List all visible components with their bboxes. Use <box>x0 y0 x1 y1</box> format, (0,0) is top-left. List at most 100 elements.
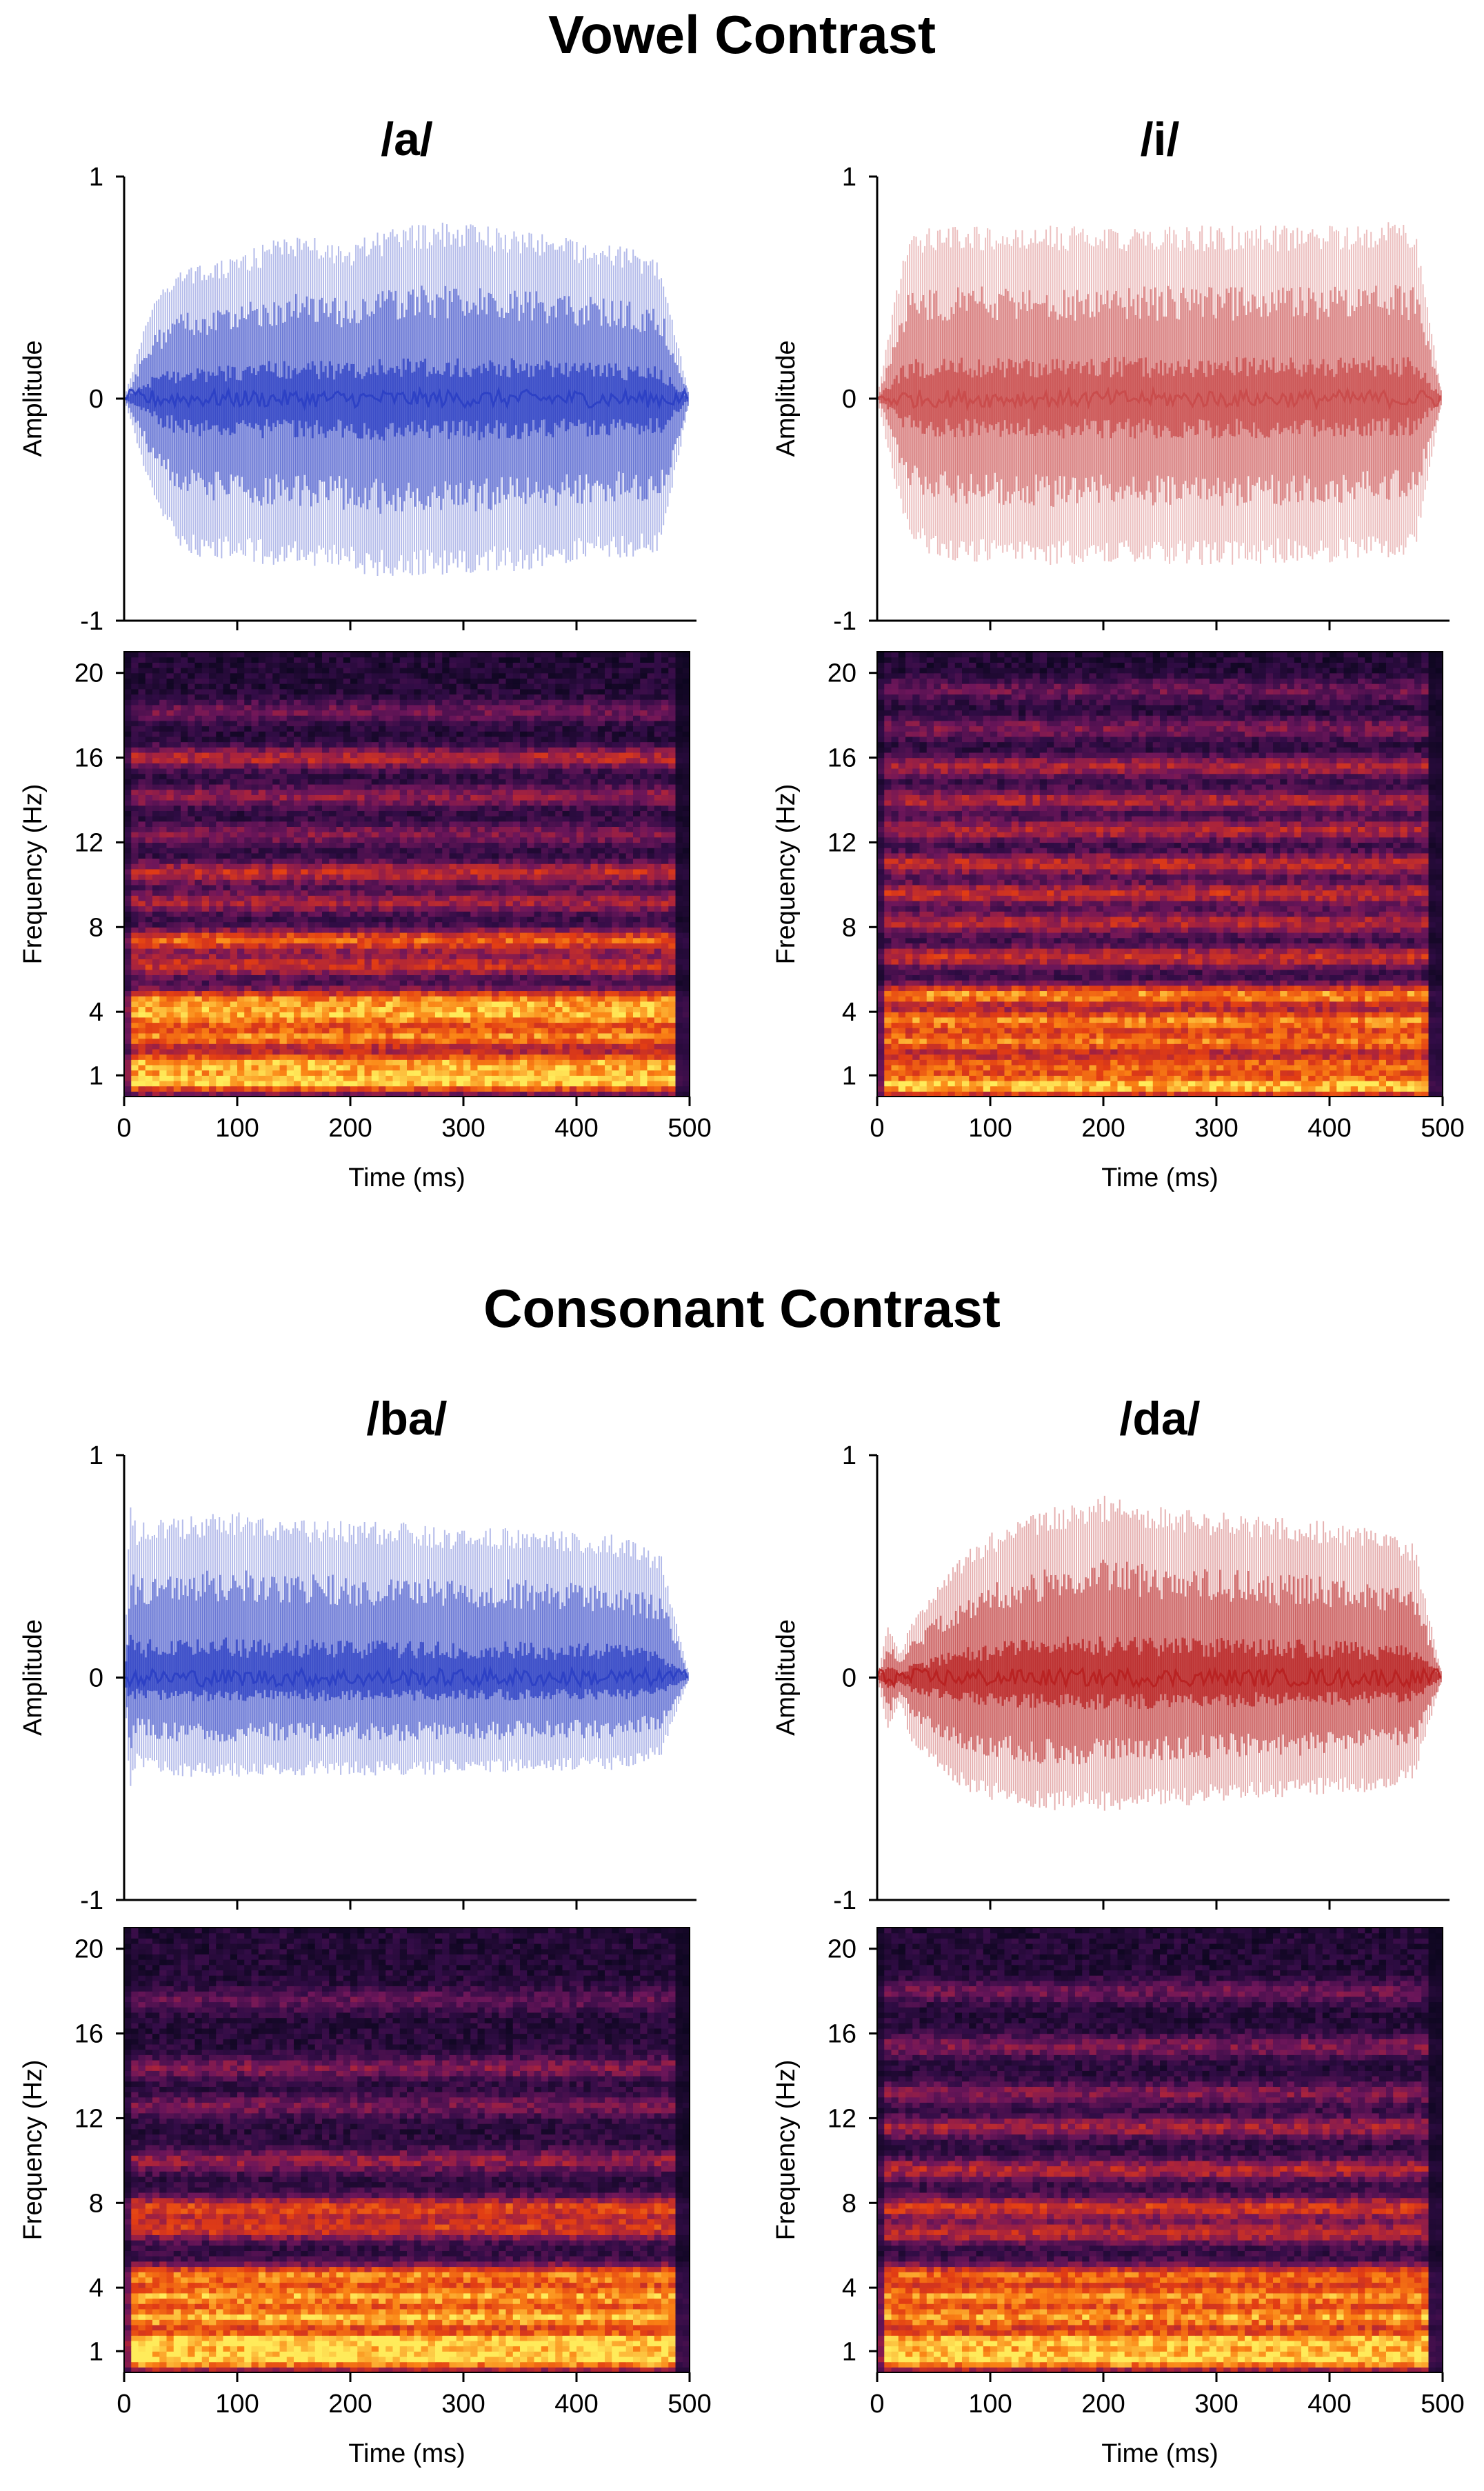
waveform-center-trace <box>876 386 1442 412</box>
x-tick-label: 500 <box>1421 1114 1464 1143</box>
spectrogram-frame <box>876 1927 1443 2373</box>
y-tick-label: 1 <box>89 1061 103 1090</box>
x-tick-label: 400 <box>1307 1114 1351 1143</box>
y-tick-label: 16 <box>828 744 856 773</box>
waveform-panel-5: /da/ -1 0 1 Amplitude <box>772 1392 1450 1915</box>
y-tick-label: 0 <box>89 385 103 414</box>
y-tick-label: 0 <box>89 1664 103 1693</box>
y-tick-label: 1 <box>89 163 103 192</box>
x-tick-label: 100 <box>215 2390 259 2419</box>
y-tick-label: 20 <box>828 659 856 688</box>
y-tick-label: 8 <box>89 2189 103 2218</box>
waveform-panel-4: /ba/ -1 0 1 Amplitude <box>19 1392 696 1915</box>
y-tick-label: 20 <box>74 659 103 688</box>
x-axis-label: Time (ms) <box>348 1163 465 1192</box>
x-tick-label: 200 <box>1081 2390 1125 2419</box>
x-tick-label: 0 <box>870 1114 884 1143</box>
x-tick-label: 400 <box>554 1114 598 1143</box>
y-tick-label: 4 <box>842 998 856 1027</box>
x-tick-label: 500 <box>668 1114 711 1143</box>
spectrogram-frame <box>123 1927 690 2373</box>
vowel-contrast-title: Vowel Contrast <box>0 3 1484 66</box>
y-tick-label: 1 <box>89 1441 103 1470</box>
waveform-panel-1: /i/ -1 0 1 Amplitude <box>772 113 1450 636</box>
x-tick-label: 500 <box>668 2390 711 2419</box>
y-tick-label: 0 <box>842 385 856 414</box>
y-axis-label: Frequency (Hz) <box>772 2060 801 2241</box>
y-tick-label: 8 <box>842 913 856 942</box>
x-tick-label: 100 <box>968 1114 1012 1143</box>
spectrogram-cells <box>124 1928 690 2373</box>
x-tick-label: 0 <box>117 2390 131 2419</box>
y-tick-label: 1 <box>842 1061 856 1090</box>
y-tick-label: 16 <box>74 744 103 773</box>
y-tick-label: 4 <box>842 2274 856 2303</box>
panel-title: /i/ <box>1141 113 1180 166</box>
x-tick-label: 100 <box>215 1114 259 1143</box>
y-tick-label: 12 <box>828 828 856 857</box>
y-axis-label: Frequency (Hz) <box>19 784 48 965</box>
panel-title: /ba/ <box>366 1392 447 1445</box>
spectrogram-cells <box>877 652 1443 1097</box>
y-axis-label: Amplitude <box>772 341 801 457</box>
panel-title: /da/ <box>1119 1392 1200 1445</box>
y-tick-label: 16 <box>74 2020 103 2049</box>
y-tick-label: -1 <box>833 1886 856 1915</box>
y-axis-label: Amplitude <box>19 1619 48 1736</box>
spectrogram-frame <box>123 651 690 1097</box>
y-axis-label: Frequency (Hz) <box>772 784 801 965</box>
x-tick-label: 100 <box>968 2390 1012 2419</box>
x-tick-label: 300 <box>1194 2390 1238 2419</box>
y-tick-label: 12 <box>828 2104 856 2133</box>
spectrogram-cells <box>877 1928 1443 2373</box>
y-tick-label: 16 <box>828 2020 856 2049</box>
x-tick-label: 400 <box>1307 2390 1351 2419</box>
y-tick-label: 0 <box>842 1664 856 1693</box>
waveform-core <box>878 1637 1442 1710</box>
y-tick-label: 1 <box>89 2337 103 2366</box>
y-tick-label: 4 <box>89 998 103 1027</box>
y-tick-label: -1 <box>80 607 103 636</box>
y-tick-label: 8 <box>842 2189 856 2218</box>
waveform-center-trace <box>124 386 689 412</box>
x-tick-label: 300 <box>441 1114 485 1143</box>
waveform-panel-0: /a/ -1 0 1 Amplitude <box>19 113 696 636</box>
y-tick-label: 1 <box>842 1441 856 1470</box>
spectrogram-cells <box>124 652 690 1097</box>
y-tick-label: 4 <box>89 2274 103 2303</box>
x-tick-label: 200 <box>1081 1114 1125 1143</box>
y-axis-label: Frequency (Hz) <box>19 2060 48 2241</box>
x-tick-label: 0 <box>117 1114 131 1143</box>
x-axis-label: Time (ms) <box>1101 2439 1219 2468</box>
y-tick-label: 12 <box>74 2104 103 2133</box>
y-axis-label: Amplitude <box>19 341 48 457</box>
x-tick-label: 200 <box>328 1114 372 1143</box>
y-tick-label: 20 <box>828 1935 856 1964</box>
panel-title: /a/ <box>381 113 433 166</box>
x-tick-label: 200 <box>328 2390 372 2419</box>
y-tick-label: 20 <box>74 1935 103 1964</box>
consonant-contrast-title: Consonant Contrast <box>0 1277 1484 1340</box>
spectrogram-frame <box>876 651 1443 1097</box>
x-tick-label: 400 <box>554 2390 598 2419</box>
y-tick-label: -1 <box>833 607 856 636</box>
y-tick-label: 8 <box>89 913 103 942</box>
y-axis-label: Amplitude <box>772 1619 801 1736</box>
waveform-center-trace <box>876 1665 1442 1690</box>
y-tick-label: 1 <box>842 2337 856 2366</box>
x-axis-label: Time (ms) <box>1101 1163 1219 1192</box>
y-tick-label: 1 <box>842 163 856 192</box>
x-axis-label: Time (ms) <box>348 2439 465 2468</box>
x-tick-label: 300 <box>441 2390 485 2419</box>
waveform-center-trace <box>123 1665 689 1690</box>
x-tick-label: 500 <box>1421 2390 1464 2419</box>
y-tick-label: -1 <box>80 1886 103 1915</box>
x-tick-label: 0 <box>870 2390 884 2419</box>
x-tick-label: 300 <box>1194 1114 1238 1143</box>
y-tick-label: 12 <box>74 828 103 857</box>
